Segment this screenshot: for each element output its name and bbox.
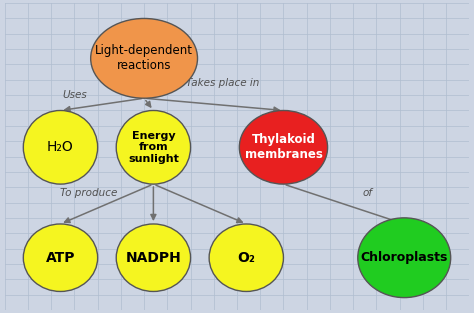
Text: Takes place in: Takes place in — [186, 78, 260, 88]
Ellipse shape — [358, 218, 451, 298]
Text: ATP: ATP — [46, 251, 75, 265]
Text: Chloroplasts: Chloroplasts — [361, 251, 448, 264]
Ellipse shape — [209, 224, 283, 291]
Ellipse shape — [23, 224, 98, 291]
Text: Energy
from
sunlight: Energy from sunlight — [128, 131, 179, 164]
Text: Light-dependent
reactions: Light-dependent reactions — [95, 44, 193, 72]
Text: of: of — [362, 188, 372, 198]
Ellipse shape — [116, 110, 191, 184]
Ellipse shape — [91, 18, 198, 98]
Text: To produce: To produce — [60, 188, 117, 198]
Text: H₂O: H₂O — [47, 140, 74, 154]
Text: Thylakoid
membranes: Thylakoid membranes — [245, 133, 322, 161]
Ellipse shape — [116, 224, 191, 291]
Text: O₂: O₂ — [237, 251, 255, 265]
Text: Uses: Uses — [62, 90, 87, 100]
Ellipse shape — [239, 110, 328, 184]
Text: NADPH: NADPH — [126, 251, 181, 265]
Ellipse shape — [23, 110, 98, 184]
